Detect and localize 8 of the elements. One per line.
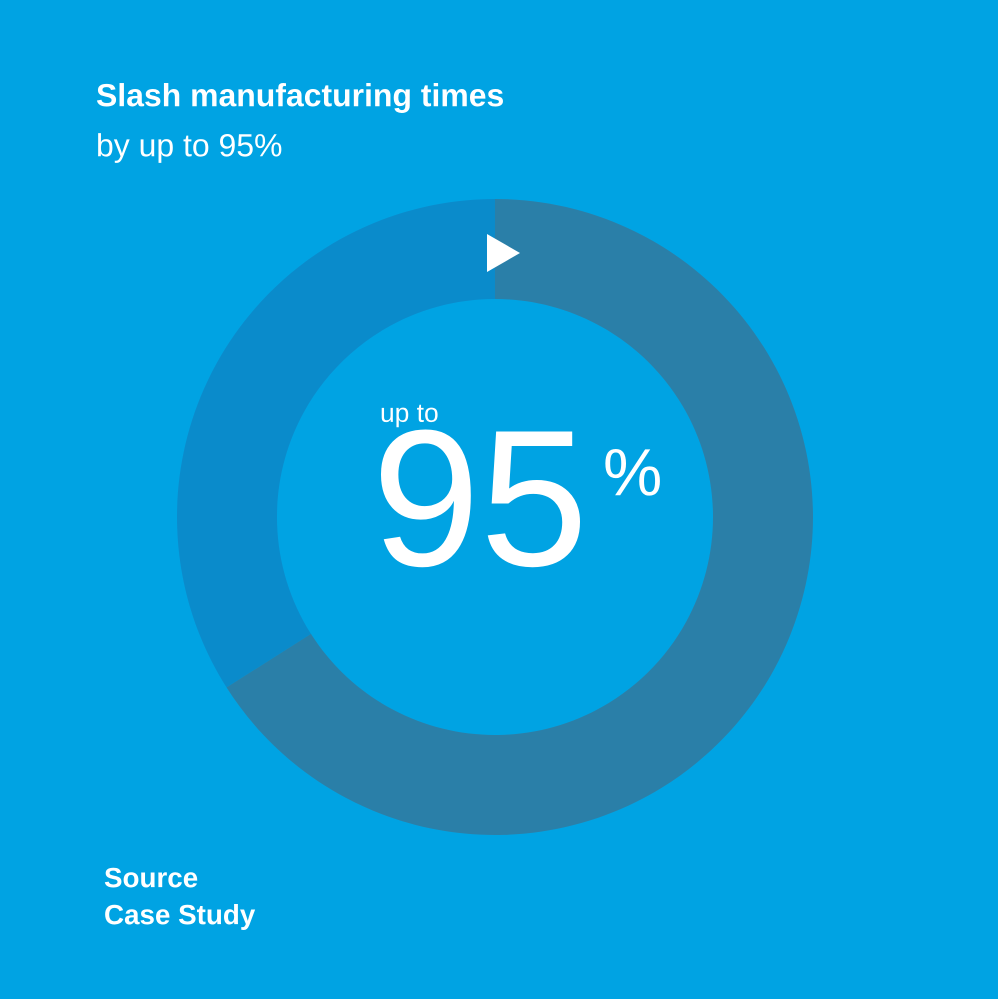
chart-title: Slash manufacturing times [96,83,503,113]
text: Source [104,868,198,888]
text: up to [382,404,438,428]
chart-subtitle: by up to 95% [98,133,282,163]
text: % [605,448,660,496]
donut-slice [226,199,813,835]
text: Case Study [105,904,256,930]
text: 95 [380,430,580,568]
